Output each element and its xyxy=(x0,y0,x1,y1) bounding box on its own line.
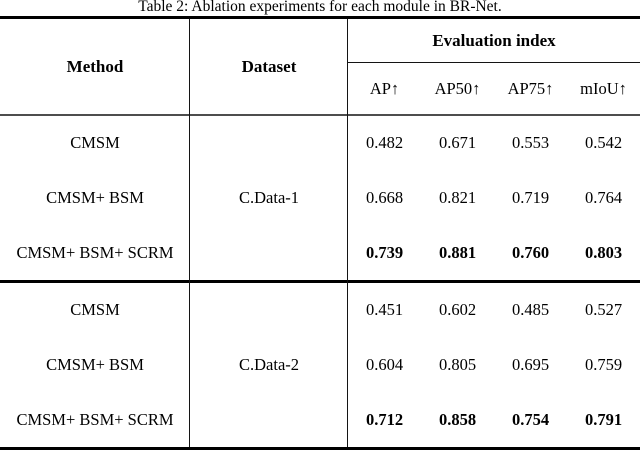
table-block-cdata2: C.Data-2 CMSM 0.451 0.602 0.485 0.527 CM… xyxy=(0,283,640,447)
value-cell: 0.759 xyxy=(584,354,623,374)
value-cell: 0.739 xyxy=(365,242,404,262)
value-cell: 0.527 xyxy=(584,300,623,320)
value-cell: 0.791 xyxy=(584,409,623,429)
value-cell: 0.821 xyxy=(438,187,477,207)
value-cell: 0.668 xyxy=(365,187,404,207)
method-cell: CMSM+ BSM+ SCRM xyxy=(16,242,174,262)
value-cell: 0.803 xyxy=(584,242,623,262)
value-cell: 0.604 xyxy=(365,354,404,374)
value-cell: 0.542 xyxy=(584,133,623,153)
column-divider-method-dataset xyxy=(188,19,190,447)
header-dataset: Dataset xyxy=(241,56,297,76)
value-cell: 0.719 xyxy=(511,187,550,207)
value-cell: 0.764 xyxy=(584,187,623,207)
dataset-cell: C.Data-2 xyxy=(238,355,300,374)
value-cell: 0.451 xyxy=(365,300,404,320)
header-evaluation-index: Evaluation index xyxy=(348,19,640,63)
value-cell: 0.602 xyxy=(438,300,477,320)
method-cell: CMSM xyxy=(70,300,120,320)
dataset-cell: C.Data-1 xyxy=(238,188,300,207)
header-method: Method xyxy=(66,56,124,76)
value-cell: 0.485 xyxy=(511,300,550,320)
table-caption: Table 2: Ablation experiments for each m… xyxy=(138,0,502,15)
value-cell: 0.482 xyxy=(365,133,404,153)
value-cell: 0.695 xyxy=(511,354,550,374)
method-cell: CMSM+ BSM xyxy=(46,354,144,374)
method-cell: CMSM+ BSM+ SCRM xyxy=(16,409,174,429)
table-block-cdata1: C.Data-1 CMSM 0.482 0.671 0.553 0.542 CM… xyxy=(0,116,640,283)
header-evaluation-group: Evaluation index AP↑ AP50↑ AP75↑ mIoU↑ xyxy=(348,19,640,114)
header-metric-ap: AP↑ xyxy=(369,78,400,98)
value-cell: 0.712 xyxy=(365,409,404,429)
header-metric-ap50: AP50↑ xyxy=(434,78,481,98)
value-cell: 0.881 xyxy=(438,242,477,262)
method-cell: CMSM+ BSM xyxy=(46,187,144,207)
value-cell: 0.754 xyxy=(511,409,550,429)
value-cell: 0.805 xyxy=(438,354,477,374)
header-metric-row: AP↑ AP50↑ AP75↑ mIoU↑ xyxy=(348,63,640,114)
ablation-table: Method Dataset Evaluation index AP↑ AP50… xyxy=(0,16,640,450)
value-cell: 0.858 xyxy=(438,409,477,429)
header-metric-ap75: AP75↑ xyxy=(507,78,554,98)
column-divider-dataset-eval xyxy=(346,19,348,447)
value-cell: 0.760 xyxy=(511,242,550,262)
value-cell: 0.671 xyxy=(438,133,477,153)
header-metric-miou: mIoU↑ xyxy=(580,78,627,98)
table-header: Method Dataset Evaluation index AP↑ AP50… xyxy=(0,19,640,116)
method-cell: CMSM xyxy=(70,133,120,153)
value-cell: 0.553 xyxy=(511,133,550,153)
